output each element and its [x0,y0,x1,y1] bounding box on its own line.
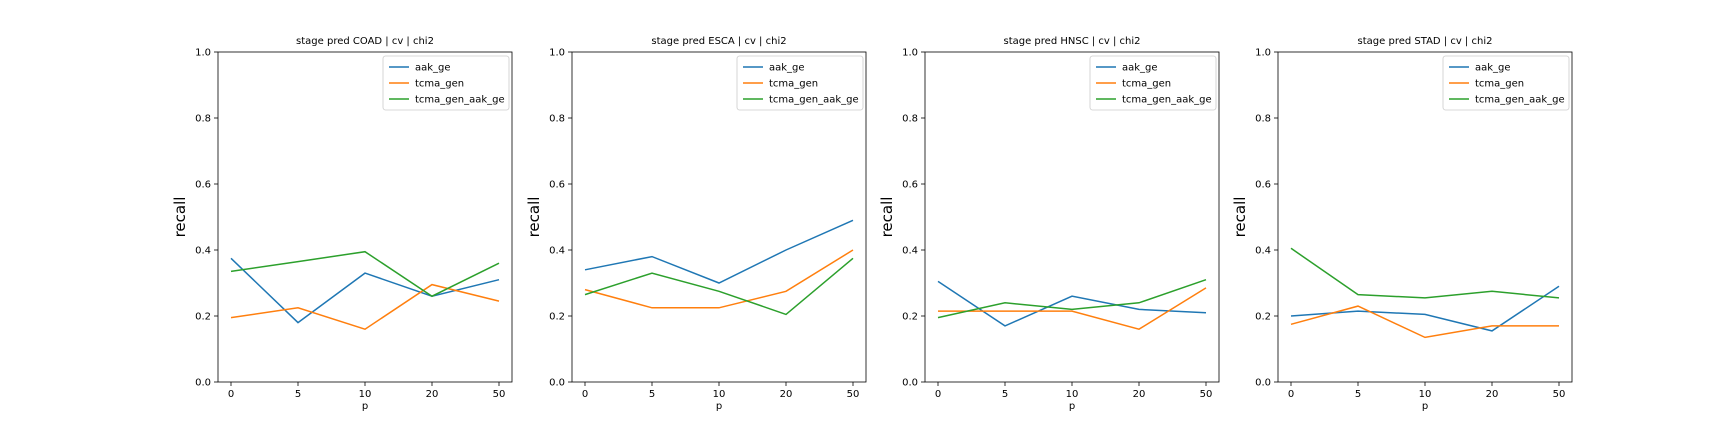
x-axis-label: p [1069,401,1075,412]
x-tick-label: 20 [426,389,439,400]
plot-frame [924,51,1220,383]
y-tick-label: 1.0 [195,48,211,59]
y-tick-label: 0.8 [549,114,565,125]
y-tick-label: 0.0 [1255,378,1271,389]
legend-box [1442,55,1570,111]
y-tick-label: 0.0 [902,378,918,389]
y-axis-label: recall [525,197,543,238]
series-line-tcma_gen [584,249,854,309]
series-line-tcma_gen_aak_ge [584,257,854,316]
y-tick-label: 1.0 [549,48,565,59]
y-tick-label: 0.8 [195,114,211,125]
series-line-tcma_gen_aak_ge [1290,247,1560,299]
chart-title: stage pred COAD | cv | chi2 [296,36,434,47]
x-axis-label: p [362,401,368,412]
series-line-tcma_gen_aak_ge [937,278,1207,319]
y-tick-label: 0.2 [549,312,565,323]
x-tick-label: 0 [935,389,941,400]
y-tick-label: 0.0 [195,378,211,389]
legend-entry: tcma_gen_aak_ge [769,95,859,106]
y-tick-label: 0.2 [902,312,918,323]
y-tick-label: 0.4 [1255,246,1271,257]
legend-box [736,55,864,111]
legend-box [382,55,510,111]
legend-entry: tcma_gen_aak_ge [1475,95,1565,106]
x-tick-label: 10 [713,389,726,400]
y-tick-label: 0.8 [902,114,918,125]
x-tick-label: 50 [493,389,506,400]
x-tick-label: 5 [1002,389,1008,400]
legend-entry: aak_ge [1475,63,1511,74]
x-tick-label: 5 [1355,389,1361,400]
x-tick-label: 0 [228,389,234,400]
y-tick-label: 0.6 [902,180,918,191]
plot-frame [1277,51,1573,383]
y-tick-label: 1.0 [1255,48,1271,59]
y-axis-label: recall [878,197,896,238]
chart-title: stage pred ESCA | cv | chi2 [651,36,786,47]
x-tick-label: 0 [1288,389,1294,400]
plot-frame [571,51,867,383]
x-tick-label: 10 [359,389,372,400]
y-tick-label: 0.2 [195,312,211,323]
series-line-tcma_gen [230,283,500,331]
series-line-tcma_gen_aak_ge [230,250,500,298]
legend-entry: tcma_gen [1475,79,1524,90]
legend-entry: tcma_gen_aak_ge [1122,95,1212,106]
legend-entry: tcma_gen_aak_ge [415,95,505,106]
x-tick-label: 10 [1066,389,1079,400]
x-tick-label: 50 [1553,389,1566,400]
x-axis-label: p [716,401,722,412]
series-line-tcma_gen [1290,305,1559,339]
x-tick-label: 5 [649,389,655,400]
y-axis-label: recall [171,197,189,238]
y-tick-label: 0.0 [549,378,565,389]
y-tick-label: 0.4 [902,246,918,257]
x-tick-label: 50 [1200,389,1213,400]
series-line-aak_ge [937,280,1207,327]
series-line-aak_ge [1290,285,1560,332]
chart-title: stage pred STAD | cv | chi2 [1358,36,1493,47]
chart-panel-1: stage pred ESCA | cv | chi2 recall p 0.0 0.2… [525,36,867,412]
y-tick-label: 0.4 [195,246,211,257]
chart-panel-0: stage pred COAD | cv | chi2 recall p 0.0 0.2… [171,36,513,412]
y-tick-label: 0.6 [1255,180,1271,191]
y-tick-label: 0.6 [549,180,565,191]
legend-entry: aak_ge [415,63,451,74]
legend-entry: tcma_gen [769,79,818,90]
x-tick-label: 50 [847,389,860,400]
x-tick-label: 20 [1133,389,1146,400]
y-tick-label: 0.8 [1255,114,1271,125]
x-tick-label: 0 [582,389,588,400]
x-tick-label: 10 [1419,389,1432,400]
y-axis-label: recall [1231,197,1249,238]
plot-frame [217,51,513,383]
legend-entry: aak_ge [1122,63,1158,74]
legend-entry: aak_ge [769,63,805,74]
y-tick-label: 0.2 [1255,312,1271,323]
x-tick-label: 20 [780,389,793,400]
y-tick-label: 0.6 [195,180,211,191]
series-line-aak_ge [584,219,854,284]
x-axis-label: p [1422,401,1428,412]
x-tick-label: 5 [295,389,301,400]
chart-panel-2: stage pred HNSC | cv | chi2 recall p 0.0 0.2… [878,36,1220,412]
legend-entry: tcma_gen [415,79,464,90]
chart-title: stage pred HNSC | cv | chi2 [1003,36,1140,47]
y-tick-label: 0.4 [549,246,565,257]
chart-panel-3: stage pred STAD | cv | chi2 recall p 0.0 0.2… [1231,36,1573,412]
legend-box [1089,55,1217,111]
legend-entry: tcma_gen [1122,79,1171,90]
y-tick-label: 1.0 [902,48,918,59]
series-line-tcma_gen [938,287,1207,331]
x-tick-label: 20 [1486,389,1499,400]
